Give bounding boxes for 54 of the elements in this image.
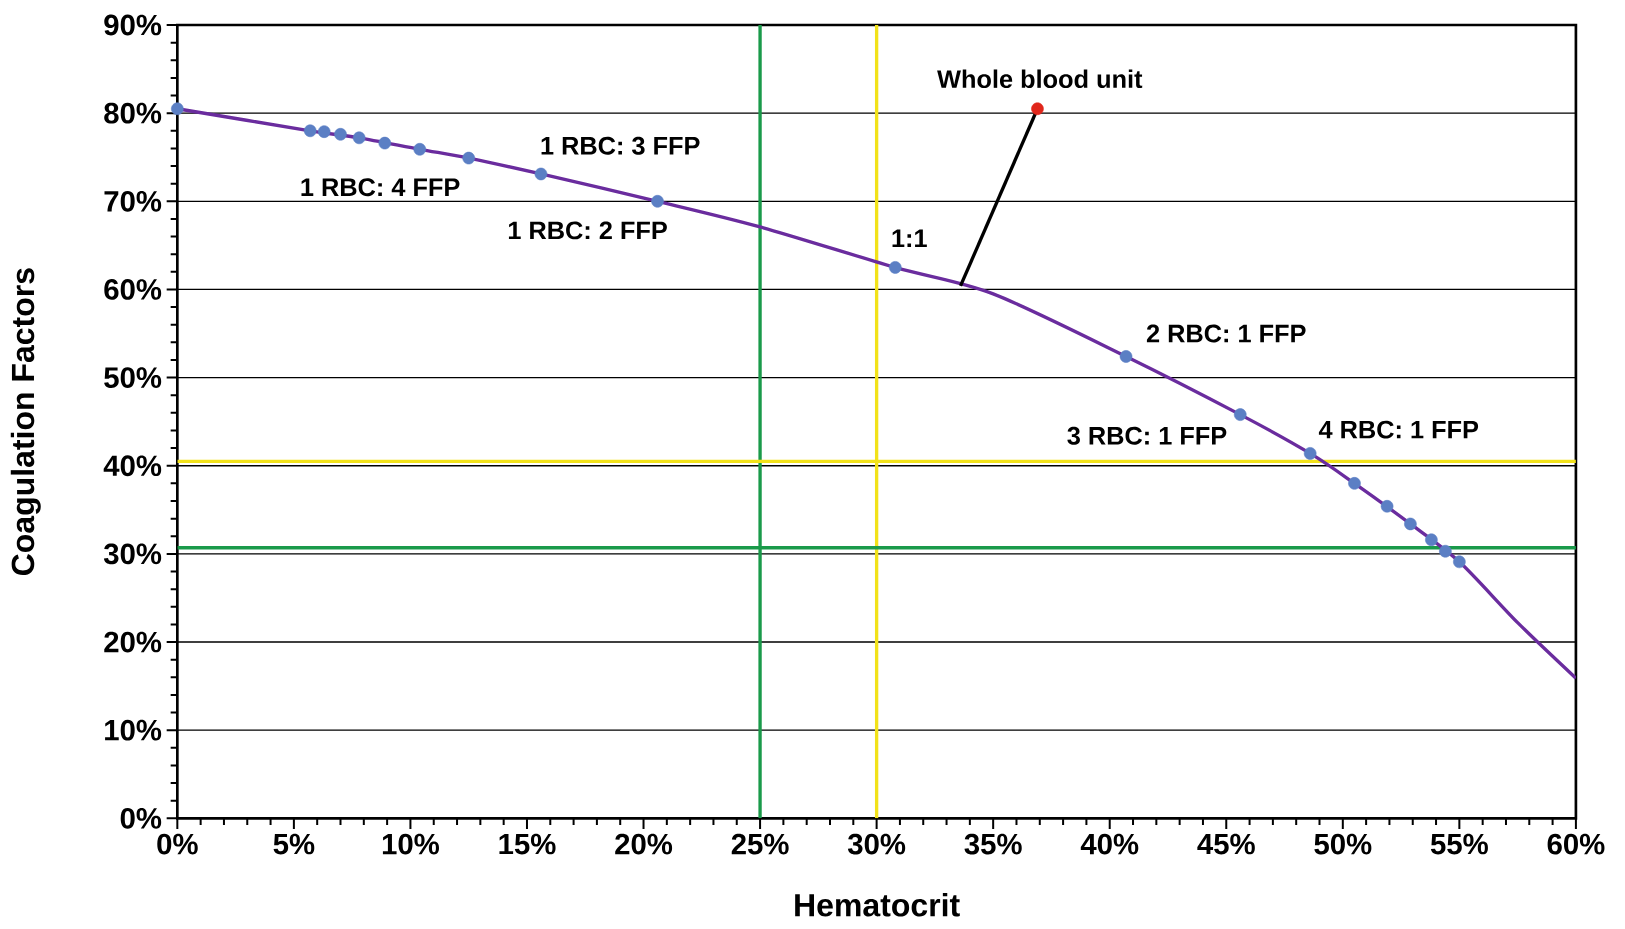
- annotation: 4 RBC: 1 FFP: [1318, 420, 1479, 439]
- y-tick-label: 20%: [104, 631, 162, 653]
- point: [171, 102, 184, 116]
- x-axis-title: Hematocrit: [795, 893, 960, 917]
- y-axis-title: Coagulation Factors: [10, 268, 41, 576]
- y-tick-label: 70%: [104, 190, 162, 212]
- annotation: 1:1: [892, 229, 927, 248]
- y-tick-label: 40%: [103, 455, 162, 477]
- point: [317, 125, 331, 138]
- point: [1404, 517, 1417, 531]
- y-tick-label: 60%: [104, 279, 162, 300]
- y-tick-label: 10%: [105, 719, 162, 741]
- point: [1031, 102, 1044, 116]
- x-tick-label: 20%: [615, 833, 673, 855]
- point: [378, 136, 392, 150]
- y-tick-label: 50%: [104, 367, 162, 388]
- point: [413, 143, 427, 156]
- x-tick-label: 30%: [847, 833, 906, 855]
- y-tick-label: 0%: [120, 807, 162, 829]
- x-tick-label: 40%: [1080, 833, 1139, 855]
- x-tick-label: 35%: [964, 833, 1022, 855]
- point: [1439, 544, 1452, 558]
- point: [334, 128, 347, 141]
- point: [534, 167, 548, 181]
- y-tick-label: 30%: [103, 543, 162, 565]
- x-tick-label: 0%: [157, 833, 198, 855]
- x-tick-label: 15%: [499, 833, 556, 855]
- point: [1425, 533, 1438, 547]
- x-tick-label: 45%: [1197, 833, 1255, 855]
- annotation: Whole blood unit: [937, 69, 1143, 89]
- annotation: 1 RBC: 3 FFP: [541, 136, 700, 155]
- x-tick-label: 5%: [273, 833, 315, 855]
- point: [889, 261, 902, 274]
- x-tick-label: 25%: [731, 833, 789, 855]
- x-tick-label: 50%: [1314, 833, 1372, 855]
- point: [303, 124, 317, 138]
- annotation: 1 RBC: 4 FFP: [301, 178, 460, 197]
- y-tick-label: 80%: [104, 102, 162, 124]
- annotation: 3 RBC: 1 FFP: [1067, 426, 1227, 445]
- point: [1380, 500, 1394, 513]
- y-tick-label: 90%: [104, 14, 162, 36]
- x-tick-label: 55%: [1430, 833, 1488, 855]
- annotation: 2 RBC: 1 FFP: [1146, 324, 1306, 343]
- point: [352, 131, 366, 145]
- point: [462, 151, 475, 165]
- x-tick-label: 10%: [382, 833, 439, 855]
- point: [1303, 447, 1317, 460]
- point: [1348, 477, 1361, 490]
- point: [1233, 408, 1247, 421]
- point: [1119, 350, 1133, 363]
- annotation: 1 RBC: 2 FFP: [508, 221, 667, 240]
- x-tick-label: 60%: [1547, 833, 1605, 855]
- point: [1453, 555, 1466, 569]
- point: [651, 195, 664, 208]
